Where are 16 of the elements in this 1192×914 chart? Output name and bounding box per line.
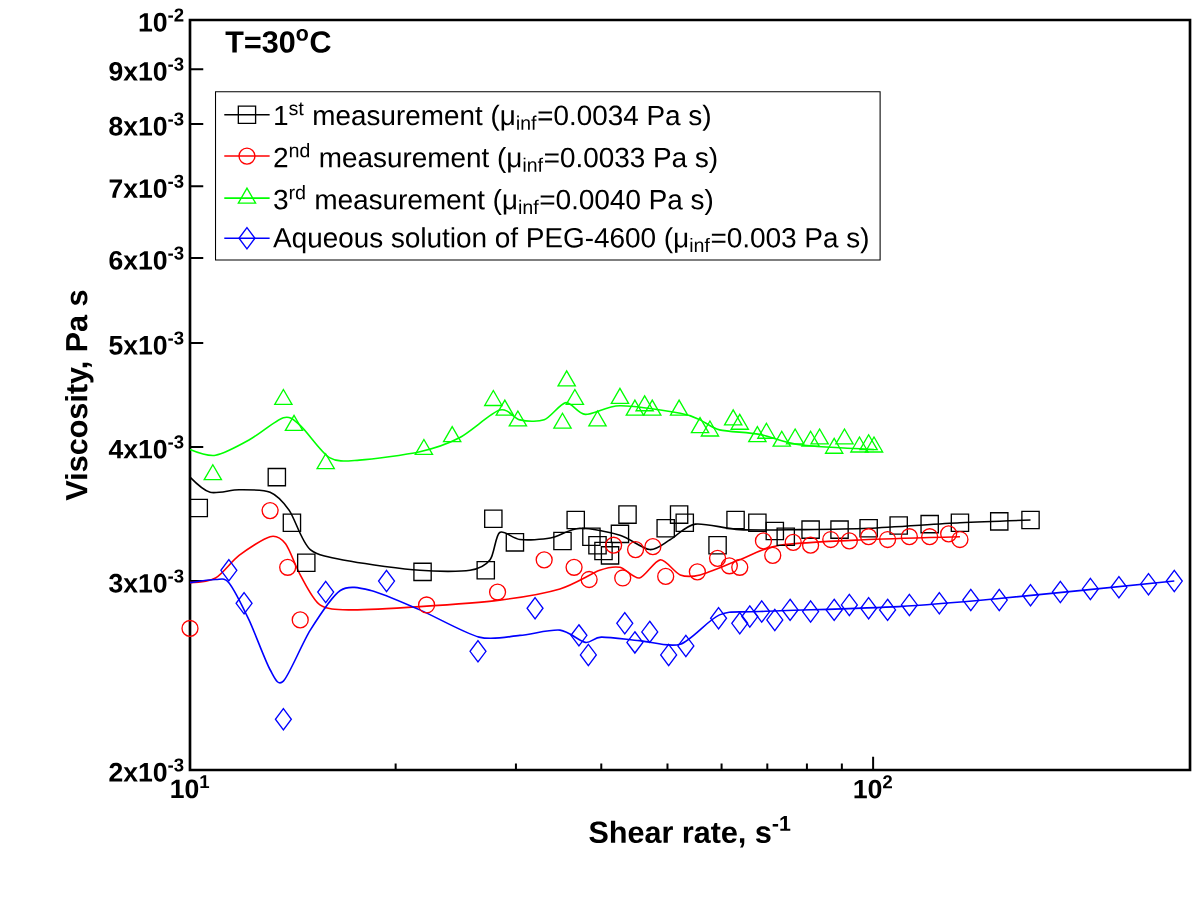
y-tick-label: 3x10$^{-3}$ [109,569,184,593]
y-axis-title: Viscosity, Pa s [65,290,94,501]
y-tick-label: 9x10$^{-3}$ [109,57,184,81]
x-axis-title: Shear rate, s$^{-1}$ [589,816,791,848]
legend-label: 1$^{st}$ measurement (μ$_{inf}$=0.0034 Pa s) [275,102,710,131]
annotation: T=30$^{o}$C [225,29,331,53]
legend-label: Aqueous solution of PEG-4600 (μ$_{inf}$=0.003 Pa s) [273,227,868,254]
legend-label: 3$^{rd}$ measurement (μ$_{inf}$=0.0040 Pa s) [274,185,713,215]
y-tick-label: 5x10$^{-3}$ [109,331,184,355]
y-tick-label: 10$^{-2}$ [139,8,184,32]
x-tick-label: 10$^{2}$ [854,775,892,799]
y-tick-label: 6x10$^{-3}$ [109,246,184,270]
y-tick-label: 4x10$^{-3}$ [108,435,184,459]
y-tick-label: 8x10$^{-3}$ [109,112,184,136]
legend-label: 2$^{nd}$ measurement (μ$_{inf}$=0.0033 Pa s) [274,143,717,173]
y-tick-label: 7x10$^{-3}$ [109,174,184,198]
